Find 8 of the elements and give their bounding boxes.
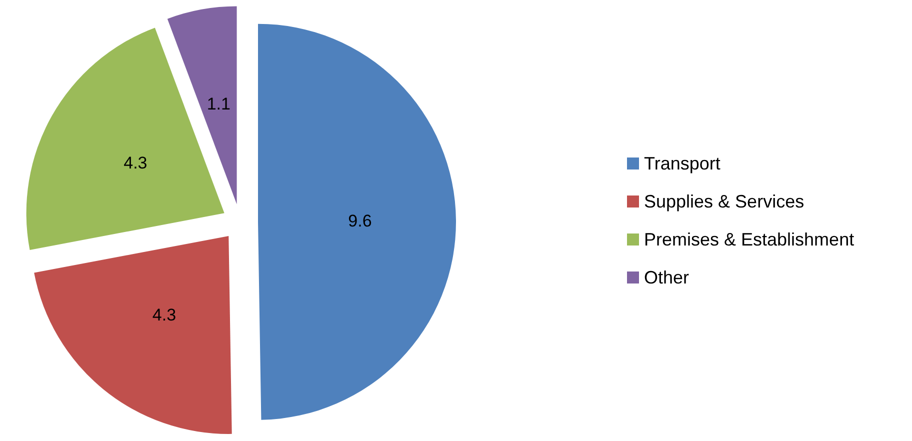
data-label: 9.6: [348, 212, 372, 231]
data-label: 1.1: [206, 94, 230, 114]
legend-label: Supplies & Services: [644, 192, 804, 212]
legend-label: Transport: [644, 154, 720, 174]
legend-label: Premises & Establishment: [644, 230, 854, 250]
data-label: 4.3: [124, 154, 148, 173]
legend-label: Other: [644, 268, 690, 288]
data-label: 4.3: [152, 306, 176, 325]
